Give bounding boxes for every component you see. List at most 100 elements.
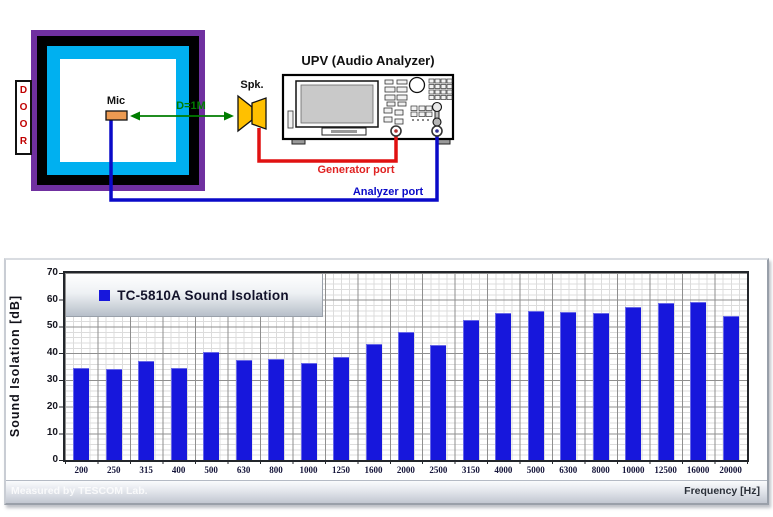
- distance-arrow: [130, 111, 234, 121]
- analyzer-cable: [109, 120, 439, 202]
- x-tick-label-10000: 10000: [621, 465, 645, 475]
- bar-800: [268, 358, 285, 460]
- analyzer-port: [431, 125, 443, 137]
- bar-column-16000: [682, 273, 714, 460]
- legend-label: TC-5810A Sound Isolation: [117, 287, 289, 303]
- x-tick-label-2500: 2500: [429, 465, 448, 475]
- legend-swatch: [99, 289, 111, 301]
- bar-10000: [625, 307, 642, 460]
- bar-20000: [722, 315, 739, 460]
- bar-column-5000: [520, 273, 552, 460]
- device-buttons-right: [410, 105, 433, 121]
- bar-630: [235, 359, 252, 460]
- x-tick-label-3150: 3150: [461, 465, 480, 475]
- bar-1000: [300, 362, 317, 460]
- measured-by-label: Measured by TESCOM Lab.: [11, 485, 148, 497]
- x-tick-label-6300: 6300: [559, 465, 578, 475]
- bar-250: [105, 369, 122, 460]
- chart-legend: TC-5810A Sound Isolation: [66, 274, 323, 317]
- chart-footer-bar: Measured by TESCOM Lab. Frequency [Hz]: [6, 480, 767, 503]
- bar-column-1600: [357, 273, 389, 460]
- bar-column-500: [195, 273, 227, 460]
- bar-500: [203, 351, 220, 460]
- bar-column-1250: [325, 273, 357, 460]
- bar-column-315: [130, 273, 162, 460]
- x-tick-label-5000: 5000: [526, 465, 545, 475]
- x-tick-label-20000: 20000: [719, 465, 742, 475]
- x-axis-tick-labels: 200 250 315 400 500 630 800 1000 1250 1600 2000 250…: [65, 465, 747, 478]
- bar-column-2500: [422, 273, 454, 460]
- bar-column-2000: [390, 273, 422, 460]
- y-axis-ticks: [59, 273, 63, 461]
- mic-shape: [105, 110, 128, 121]
- bar-column-630: [227, 273, 259, 460]
- speaker-icon: [237, 94, 267, 133]
- x-tick-label-800: 800: [269, 465, 283, 475]
- device-knob: [408, 76, 426, 94]
- analyzer-port-label: Analyzer port: [352, 186, 424, 198]
- x-tick-label-4000: 4000: [494, 465, 513, 475]
- x-tick-label-500: 500: [204, 465, 218, 475]
- device-joystick: [431, 101, 443, 127]
- x-tick-label-250: 250: [106, 465, 121, 475]
- mic-label: Mic: [106, 95, 126, 107]
- y-tick-label-10: 10: [46, 427, 58, 439]
- bar-400: [170, 368, 187, 460]
- y-tick-label-20: 20: [46, 400, 58, 412]
- speaker-label: Spk.: [240, 79, 264, 91]
- bar-column-800: [260, 273, 292, 460]
- y-tick-label-70: 70: [46, 267, 58, 278]
- bar-column-200: [65, 273, 97, 460]
- bar-column-6300: [552, 273, 584, 460]
- bar-8000: [592, 312, 609, 460]
- y-axis-title: Sound Isolation [dB]: [8, 294, 22, 438]
- bar-2500: [430, 344, 447, 460]
- distance-label: D=1M: [176, 100, 206, 112]
- device-buttons-left: [384, 79, 408, 107]
- bar-column-8000: [585, 273, 617, 460]
- x-tick-label-16000: 16000: [686, 465, 710, 475]
- x-tick-label-315: 315: [139, 465, 153, 475]
- device-title: UPV (Audio Analyzer): [301, 53, 435, 68]
- bar-3150: [462, 320, 479, 460]
- x-tick-label-12500: 12500: [654, 465, 677, 475]
- x-tick-label-8000: 8000: [591, 465, 610, 475]
- bar-1250: [333, 356, 350, 460]
- x-tick-label-400: 400: [171, 465, 186, 475]
- y-tick-label-30: 30: [46, 373, 58, 385]
- generator-cable: [257, 128, 398, 163]
- bar-5000: [527, 311, 544, 460]
- y-tick-label-40: 40: [46, 347, 58, 359]
- test-setup-diagram: DOOR UPV (Audio Analyzer) Mic Spk. D=1M …: [0, 0, 773, 258]
- door-label: DOOR: [15, 80, 32, 155]
- generator-port: [390, 125, 402, 137]
- bar-315: [138, 361, 155, 460]
- bar-column-1000: [292, 273, 324, 460]
- bar-column-250: [97, 273, 129, 460]
- generator-port-label: Generator port: [317, 164, 395, 176]
- chart-frame: Sound Isolation [dB] 0 10 20 30 40 50 60 70 TC-…: [4, 258, 769, 505]
- x-tick-label-2000: 2000: [396, 465, 415, 475]
- x-tick-label-1250: 1250: [331, 465, 350, 475]
- bar-200: [73, 368, 90, 460]
- bar-column-20000: [715, 273, 747, 460]
- bar-12500: [657, 303, 674, 460]
- diagram-canvas: [31, 30, 455, 202]
- plot-area: TC-5810A Sound Isolation: [63, 271, 749, 462]
- bar-column-3150: [455, 273, 487, 460]
- device-keypad-right: [428, 78, 453, 100]
- bar-1600: [365, 344, 382, 460]
- x-axis-title: Frequency [Hz]: [684, 485, 760, 497]
- x-axis-ticks: [65, 460, 748, 464]
- bar-2000: [397, 332, 414, 460]
- x-tick-label-200: 200: [74, 465, 88, 475]
- bar-16000: [690, 301, 707, 460]
- y-tick-label-50: 50: [46, 320, 58, 332]
- upv-analyzer-device: [281, 73, 455, 145]
- bar-column-400: [162, 273, 194, 460]
- bar-6300: [560, 311, 577, 460]
- y-tick-label-0: 0: [52, 454, 58, 465]
- bar-column-12500: [650, 273, 682, 460]
- y-tick-label-60: 60: [46, 293, 58, 305]
